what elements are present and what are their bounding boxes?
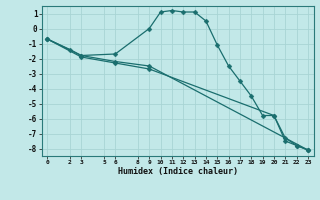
X-axis label: Humidex (Indice chaleur): Humidex (Indice chaleur) xyxy=(118,167,237,176)
